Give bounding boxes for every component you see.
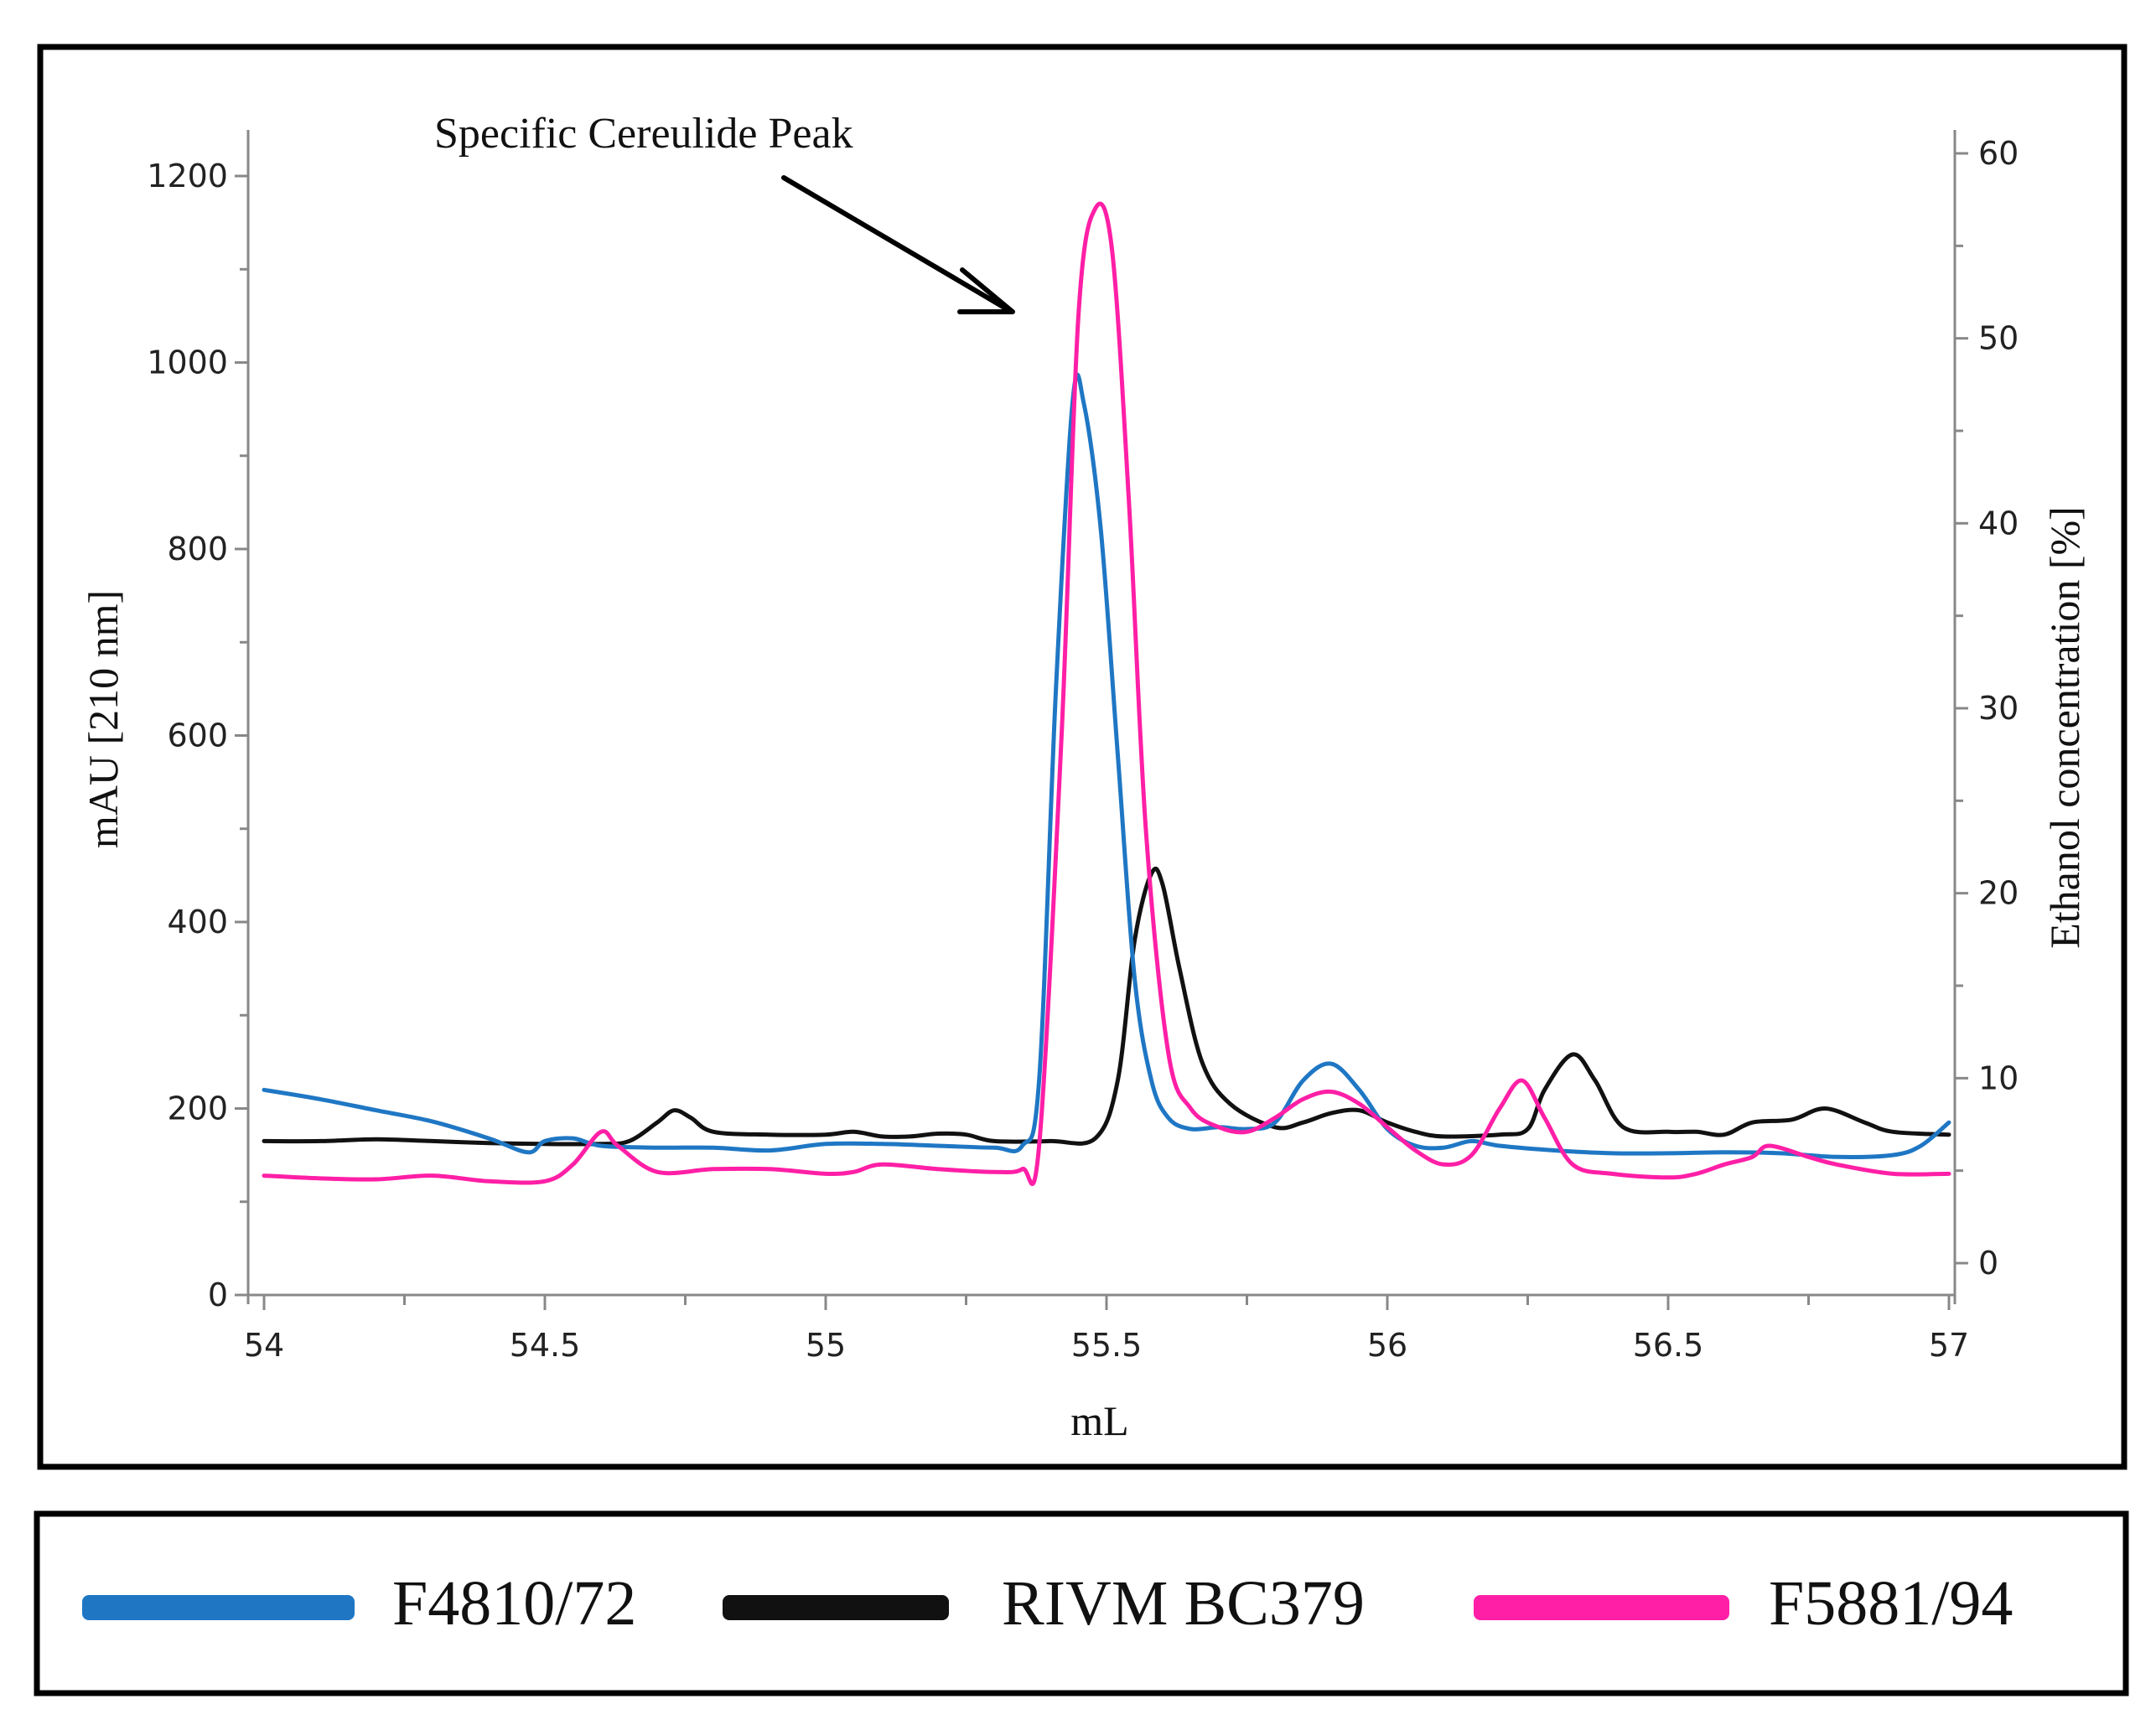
y2-tick-labels: 0 10 20 30 40 50 60 (1978, 135, 2019, 1282)
tick-marks (235, 152, 1968, 1310)
y-tick-label: 400 (167, 904, 228, 940)
legend-label-f4810: F4810/72 (392, 1568, 636, 1639)
y2-tick-label: 60 (1978, 135, 2019, 172)
y-tick-label: 1200 (147, 158, 228, 194)
x-tick-label: 55 (806, 1327, 846, 1364)
y-tick-label: 1000 (147, 344, 228, 381)
legend-label-f5881: F5881/94 (1769, 1568, 2013, 1639)
y2-tick-label: 30 (1978, 690, 2019, 727)
x-tick-label: 54.5 (510, 1327, 581, 1364)
y2-tick-label: 10 (1978, 1059, 2019, 1096)
x-tick-label: 55.5 (1071, 1327, 1143, 1364)
series-line-f5881 (262, 201, 1951, 1186)
x-tick-label: 56.5 (1633, 1327, 1704, 1364)
x-tick-label: 54 (244, 1327, 284, 1364)
y2-tick-label: 20 (1978, 875, 2019, 912)
legend-swatch-f5881 (1474, 1595, 1729, 1620)
legend: F4810/72 RIVM BC379 F5881/94 (82, 1568, 2013, 1639)
y-tick-label: 200 (167, 1090, 228, 1127)
y2-tick-label: 40 (1978, 505, 2019, 541)
y2-tick-label: 0 (1978, 1245, 1998, 1282)
x-tick-labels: 54 54.5 55 55.5 56 56.5 57 (244, 1327, 1969, 1364)
series-line-rivm (262, 867, 1951, 1147)
x-tick-label: 56 (1367, 1327, 1407, 1364)
x-axis-label: mL (1070, 1397, 1128, 1444)
y2-tick-label: 50 (1978, 320, 2019, 357)
plot-area (262, 201, 1951, 1186)
peak-annotation-label: Specific Cereulide Peak (434, 110, 853, 158)
chart-frame-border (37, 44, 2127, 1470)
y-tick-labels: 0 200 400 600 800 1000 1200 (147, 158, 228, 1313)
legend-swatch-f4810 (82, 1595, 355, 1620)
legend-swatch-rivm (723, 1595, 949, 1620)
series-line-f4810 (262, 372, 1951, 1159)
y-tick-label: 800 (167, 531, 228, 567)
annotation-arrow (781, 175, 1015, 314)
y-tick-label: 0 (208, 1277, 228, 1313)
y-tick-label: 600 (167, 717, 228, 754)
legend-frame-border (34, 1510, 2129, 1696)
y2-axis-label: Ethanol concentration [%] (2041, 506, 2088, 949)
x-tick-label: 57 (1929, 1327, 1969, 1364)
y-axis-label: mAU [210 nm] (80, 590, 127, 848)
legend-label-rivm: RIVM BC379 (1002, 1568, 1365, 1639)
